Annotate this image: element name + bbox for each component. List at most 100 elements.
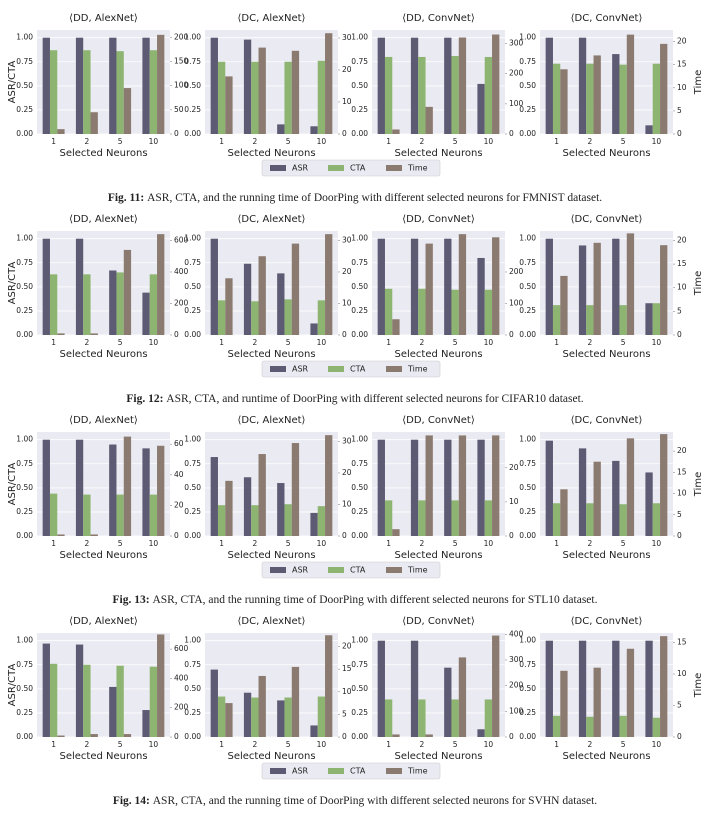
y-tick-label: 0.00 — [351, 129, 368, 138]
x-axis-label: Selected Neurons — [562, 751, 650, 762]
bar — [484, 289, 493, 335]
y2-tick-label: 300 — [509, 655, 524, 664]
y-tick-label: 1.00 — [184, 234, 201, 243]
legend-box — [261, 159, 441, 177]
legend-swatch — [270, 567, 286, 573]
x-tick-label: 5 — [118, 338, 123, 347]
bar — [116, 272, 124, 335]
y2-axis-label: Time — [693, 472, 704, 497]
y-tick-label: 0.50 — [184, 282, 201, 291]
bar — [492, 635, 500, 737]
x-tick-label: 2 — [84, 137, 89, 146]
y2-tick-label: 400 — [174, 673, 189, 682]
y-tick-label: 0.25 — [16, 306, 33, 315]
x-tick-label: 1 — [554, 137, 559, 146]
bar — [545, 640, 553, 737]
legend-label: ASR — [292, 365, 309, 374]
bar — [477, 83, 485, 134]
bar — [444, 238, 452, 335]
bar — [652, 303, 661, 335]
bar — [444, 667, 452, 737]
y-tick-label: 0.50 — [519, 282, 536, 291]
bar — [217, 505, 226, 536]
x-tick-label: 10 — [484, 740, 494, 749]
legend-label: ASR — [292, 767, 309, 776]
legend-swatch — [386, 366, 402, 372]
bar — [425, 435, 433, 536]
bar — [660, 434, 668, 536]
bar — [49, 50, 58, 134]
caption-label: Fig. 11: — [108, 192, 144, 204]
bar — [652, 63, 661, 134]
bar — [210, 238, 218, 335]
x-axis-label: Selected Neurons — [59, 550, 147, 561]
chart-title: ⟨DC, ConvNet⟩ — [571, 415, 643, 426]
figure-caption: Fig. 14: ASR, CTA, and the running time … — [113, 795, 597, 807]
bar — [142, 37, 150, 134]
y-tick-label: 0.50 — [519, 684, 536, 693]
legend-swatch — [270, 165, 286, 171]
y2-tick-label: 10 — [677, 489, 687, 498]
bar — [75, 644, 84, 737]
bar — [149, 50, 158, 134]
y2-tick-label: 30 — [342, 235, 352, 244]
y2-tick-label: 5 — [342, 709, 347, 718]
x-tick-label: 1 — [51, 539, 56, 548]
bar — [652, 503, 661, 536]
y-tick-label: 0.25 — [519, 708, 536, 717]
y-tick-label: 0.75 — [519, 258, 536, 267]
bar — [377, 37, 385, 134]
x-axis-label: Selected Neurons — [394, 751, 482, 762]
bar — [325, 234, 333, 335]
y-tick-label: 0.75 — [519, 459, 536, 468]
bar — [660, 43, 668, 134]
bar — [243, 39, 252, 134]
y2-tick-label: 15 — [677, 259, 687, 268]
y-tick-label: 0.75 — [351, 57, 368, 66]
chart-title: ⟨DC, AlexNet⟩ — [238, 616, 306, 627]
y-tick-label: 0.50 — [16, 282, 33, 291]
y-tick-label: 0.00 — [16, 129, 33, 138]
bar — [560, 275, 568, 335]
y2-tick-label: 200 — [174, 32, 189, 41]
x-tick-label: 2 — [84, 740, 89, 749]
bar — [652, 717, 661, 737]
bar — [612, 54, 620, 134]
y2-axis-label: Time — [693, 70, 704, 95]
y-tick-label: 0.00 — [184, 129, 201, 138]
legend-label: ASR — [292, 566, 309, 575]
bar — [492, 34, 500, 134]
bar — [109, 686, 117, 737]
x-axis-label: Selected Neurons — [394, 349, 482, 360]
bar — [75, 439, 84, 536]
bar — [325, 435, 333, 536]
y2-tick-label: 5 — [677, 510, 682, 519]
y-tick-label: 0.25 — [519, 306, 536, 315]
y-tick-label: 0.75 — [16, 258, 33, 267]
bar — [425, 734, 433, 737]
x-tick-label: 1 — [219, 137, 224, 146]
y2-tick-label: 20 — [677, 446, 687, 455]
bar — [83, 494, 91, 536]
y2-tick-label: 10 — [677, 669, 687, 678]
x-tick-label: 1 — [219, 740, 224, 749]
bar — [251, 301, 259, 335]
bar — [258, 675, 266, 737]
bar — [109, 37, 117, 134]
bar — [418, 288, 426, 335]
legend-label: ASR — [292, 164, 309, 173]
y-tick-label: 0.75 — [519, 57, 536, 66]
x-tick-label: 5 — [286, 338, 291, 347]
bar — [149, 666, 158, 737]
bar — [545, 238, 553, 335]
bar — [291, 243, 300, 335]
bar — [142, 710, 150, 737]
bar — [410, 37, 419, 134]
y2-tick-label: 0 — [677, 129, 682, 138]
y2-axis-label: Time — [693, 271, 704, 296]
x-tick-label: 2 — [252, 740, 257, 749]
y2-axis-label: Time — [693, 673, 704, 698]
figure-caption: Fig. 11: ASR, CTA, and the running time … — [108, 192, 602, 204]
bar — [477, 729, 485, 737]
x-axis-label: Selected Neurons — [59, 349, 147, 360]
